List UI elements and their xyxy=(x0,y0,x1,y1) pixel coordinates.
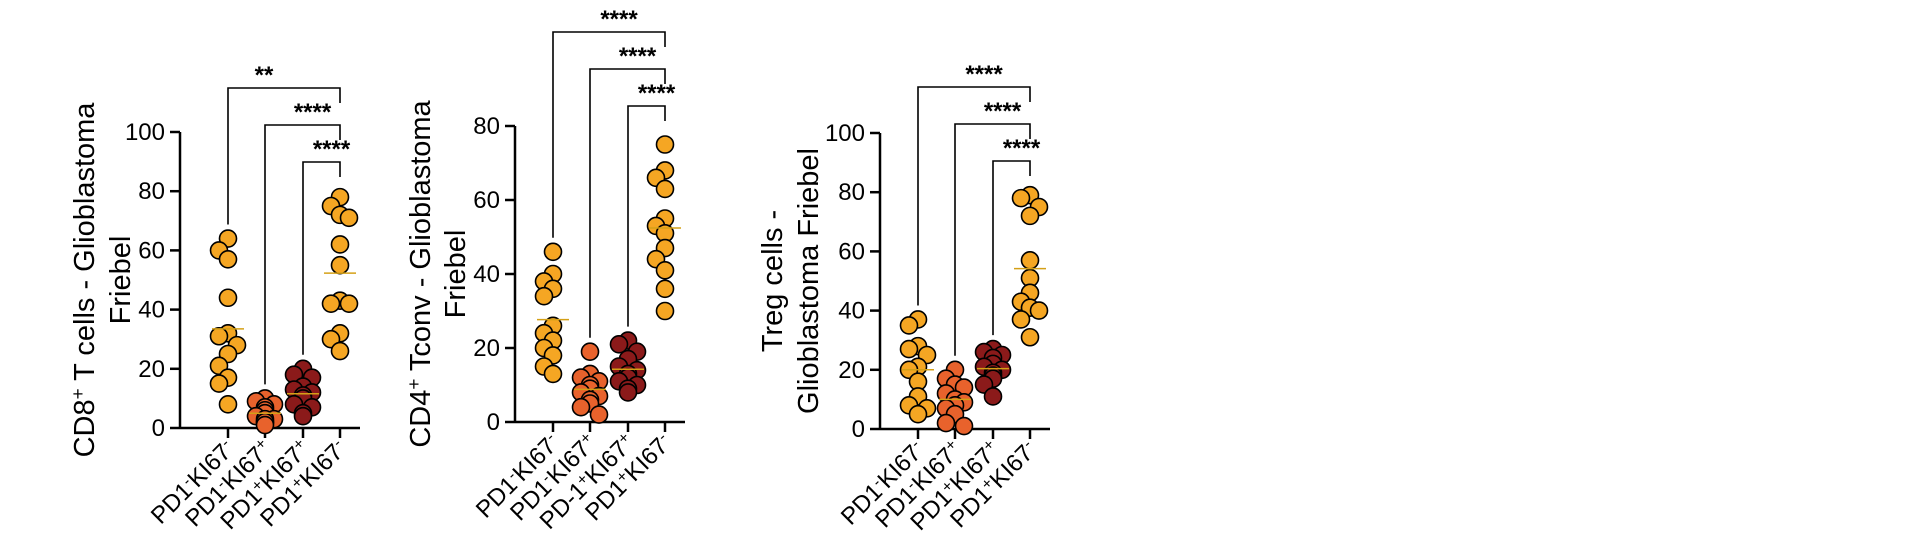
data-point xyxy=(209,374,229,393)
data-point xyxy=(899,316,919,335)
data-point xyxy=(339,294,359,313)
data-point xyxy=(534,286,554,306)
data-point xyxy=(655,135,675,154)
significance-bracket xyxy=(264,124,341,385)
data-point xyxy=(1029,301,1049,320)
panel-3: 020406080100PD1-KI67-PD1-KI67+PD1+KI67+P… xyxy=(757,61,1050,536)
y-tick-label: 80 xyxy=(473,113,500,140)
data-point xyxy=(908,404,928,424)
significance-label: **** xyxy=(638,80,676,107)
data-point xyxy=(571,397,591,417)
data-point xyxy=(983,387,1003,406)
data-point xyxy=(218,249,238,269)
data-point xyxy=(543,242,563,262)
y-tick-label: 80 xyxy=(838,179,865,206)
significance-bracket xyxy=(954,123,1031,356)
data-point xyxy=(1020,206,1040,226)
significance-label: **** xyxy=(1003,135,1041,162)
data-point xyxy=(655,301,675,321)
data-point xyxy=(330,255,350,275)
significance-bracket xyxy=(992,160,1031,336)
data-point xyxy=(609,334,629,354)
y-axis-label-line2: Friebel xyxy=(440,230,472,319)
panel-1: 020406080100PD1-KI67-PD1-KI67+PD1+KI67+P… xyxy=(67,62,360,535)
y-tick-label: 20 xyxy=(138,356,165,383)
data-point xyxy=(655,279,675,299)
data-point xyxy=(655,179,675,199)
significance-label: **** xyxy=(600,6,638,33)
y-tick-label: 60 xyxy=(838,238,865,265)
data-point xyxy=(954,416,974,436)
significance-label: **** xyxy=(294,99,332,126)
data-point xyxy=(1011,188,1031,208)
significance-bracket xyxy=(589,68,666,338)
data-point xyxy=(330,235,350,254)
data-point xyxy=(218,395,238,414)
y-tick-label: 60 xyxy=(473,187,500,214)
y-tick-label: 40 xyxy=(838,298,865,325)
y-tick-label: 20 xyxy=(838,357,865,384)
y-tick-label: 0 xyxy=(852,416,865,443)
y-tick-label: 0 xyxy=(152,415,165,442)
significance-bracket xyxy=(627,105,666,327)
y-tick-label: 40 xyxy=(473,261,500,288)
data-point xyxy=(209,326,229,346)
y-tick-label: 20 xyxy=(473,335,500,362)
data-point xyxy=(339,208,359,228)
data-point xyxy=(218,288,238,308)
y-axis-label-line1: Treg cells - xyxy=(757,210,789,352)
data-point xyxy=(1020,327,1040,347)
significance-label: **** xyxy=(965,61,1003,88)
data-point xyxy=(293,406,313,426)
y-axis-label-line1: CD8+ T cells - Glioblastoma xyxy=(67,102,102,458)
data-point xyxy=(899,339,919,359)
y-axis-label-line2: Glioblastoma Friebel xyxy=(793,148,825,414)
data-point xyxy=(321,294,341,313)
y-tick-label: 0 xyxy=(487,409,500,436)
data-point xyxy=(618,383,638,402)
data-point xyxy=(589,405,609,424)
y-tick-label: 60 xyxy=(138,237,165,264)
y-axis-label-line2: Friebel xyxy=(105,236,137,325)
y-axis-label-line1: CD4+ Tconv - Glioblastoma xyxy=(403,99,438,447)
data-point xyxy=(936,413,956,433)
significance-label: **** xyxy=(984,98,1022,125)
significance-label: **** xyxy=(313,136,351,163)
data-point xyxy=(580,342,600,362)
y-tick-label: 100 xyxy=(125,119,165,146)
data-point xyxy=(1011,310,1031,329)
significance-bracket xyxy=(917,86,1031,306)
significance-bracket xyxy=(302,161,341,355)
significance-bracket xyxy=(552,31,666,238)
data-point xyxy=(1020,250,1040,270)
data-point xyxy=(655,260,675,280)
data-point xyxy=(330,341,350,361)
data-point xyxy=(255,415,275,435)
significance-bracket xyxy=(227,87,341,225)
y-tick-label: 80 xyxy=(138,178,165,205)
significance-label: **** xyxy=(619,43,657,70)
significance-label: ** xyxy=(255,62,274,89)
data-point xyxy=(543,364,563,384)
panel-2: 020406080PD1-KI67-PD1-KI67+PD-1+KI67+PD1… xyxy=(403,6,685,535)
y-tick-label: 100 xyxy=(825,120,865,147)
y-tick-label: 40 xyxy=(138,297,165,324)
